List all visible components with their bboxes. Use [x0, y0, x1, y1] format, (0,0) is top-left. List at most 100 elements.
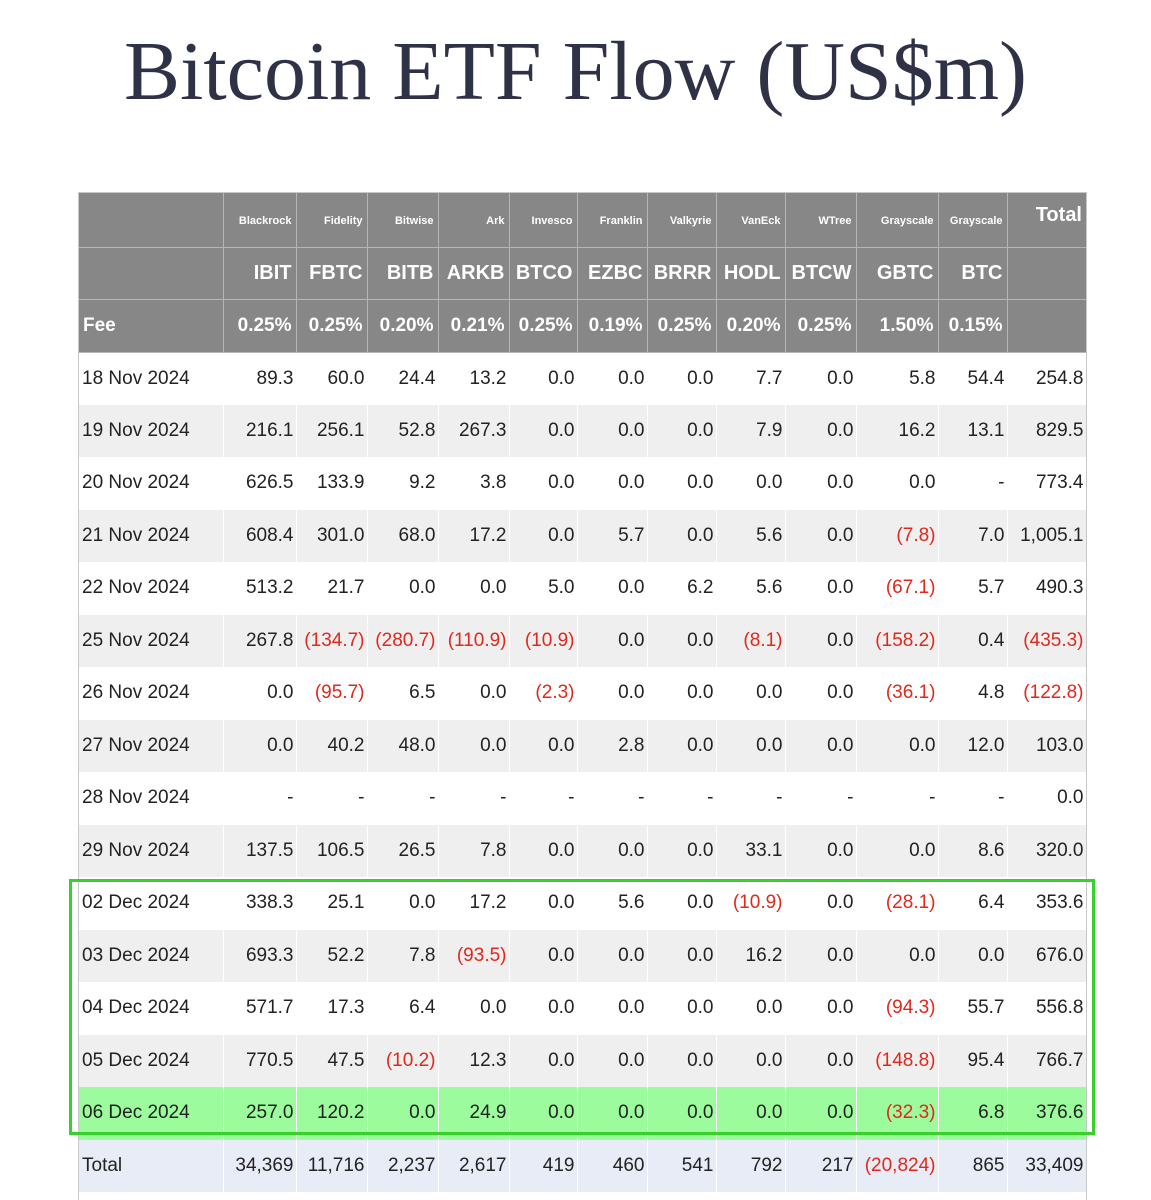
ticker-header-cell: ARKB	[438, 247, 510, 300]
table-row: 20 Nov 2024 626.5 133.9 9.2 3.8 0.0 0.0 0.0 0.0 0…	[79, 457, 1086, 510]
flow-value-cell: -	[367, 772, 439, 825]
flow-value-cell: 0.0	[647, 614, 717, 667]
fee-header-row: Fee 0.25% 0.25% 0.20% 0.21% 0.25% 0.19% 0.25% 0.…	[79, 299, 1086, 353]
flow-value-cell: 626.5	[223, 457, 297, 510]
flow-value-cell: 13.1	[938, 404, 1008, 457]
flow-value-cell: 16.2	[856, 404, 939, 457]
flow-value-cell: 17.2	[438, 877, 510, 930]
flow-value-cell: (7.8)	[856, 509, 939, 562]
flow-value-cell: -	[856, 772, 939, 825]
flow-value-cell: 6.8	[938, 1087, 1008, 1140]
flow-value-cell: 0.0	[577, 982, 648, 1035]
flow-value-cell: 0.0	[509, 457, 578, 510]
header-corner-cell	[79, 193, 224, 248]
flow-value-cell: 0.0	[785, 982, 857, 1035]
flow-value-cell: 0.0	[856, 719, 939, 772]
issuer-header-cell: Valkyrie	[647, 193, 717, 248]
flow-value-cell: 52.8	[367, 404, 439, 457]
flow-value-cell: 0.0	[785, 404, 857, 457]
ticker-header-cell: BITB	[367, 247, 439, 300]
flow-value-cell: 0.0	[785, 457, 857, 510]
flow-value-cell: 47.5	[296, 1034, 368, 1087]
flow-value-cell: (36.1)	[856, 667, 939, 720]
table-row: 06 Dec 2024 257.0 120.2 0.0 24.9 0.0 0.0 0.0 0.0…	[79, 1087, 1086, 1140]
ticker-header-row: IBIT FBTC BITB ARKB BTCO EZBC BRRR HODL BTCW GBTC…	[79, 247, 1086, 300]
flow-value-cell: 0.0	[577, 1087, 648, 1140]
flow-value-cell: 5.0	[509, 562, 578, 615]
flow-value-cell: 0.0	[438, 982, 510, 1035]
row-total-cell: 353.6	[1007, 877, 1086, 930]
flow-value-cell: 0.0	[716, 457, 786, 510]
row-total-cell: 0.0	[1007, 772, 1086, 825]
flow-value-cell: -	[223, 772, 297, 825]
flow-value-cell: 7.9	[716, 404, 786, 457]
total-value-cell: 33,409	[1007, 1139, 1086, 1192]
flow-value-cell: 267.8	[223, 614, 297, 667]
flow-value-cell: -	[296, 772, 368, 825]
total-value-cell: 865	[938, 1139, 1008, 1192]
flow-value-cell: 12.3	[438, 1034, 510, 1087]
flow-value-cell: (28.1)	[856, 877, 939, 930]
flow-value-cell: 0.0	[577, 352, 648, 405]
date-cell: 03 Dec 2024	[79, 929, 224, 982]
flow-value-cell: 0.0	[856, 929, 939, 982]
flow-value-cell: 0.0	[367, 1087, 439, 1140]
ticker-header-cell: EZBC	[577, 247, 648, 300]
date-cell: 04 Dec 2024	[79, 982, 224, 1035]
flow-value-cell: 338.3	[223, 877, 297, 930]
flow-value-cell: 0.0	[577, 929, 648, 982]
row-total-cell: (122.8)	[1007, 667, 1086, 720]
issuer-header-cell: Blackrock	[223, 193, 297, 248]
flow-value-cell: 25.1	[296, 877, 368, 930]
row-total-cell: 556.8	[1007, 982, 1086, 1035]
flow-value-cell: -	[509, 772, 578, 825]
flow-value-cell: 13.2	[438, 352, 510, 405]
date-cell: 20 Nov 2024	[79, 457, 224, 510]
flow-value-cell: 0.0	[785, 824, 857, 877]
flow-value-cell: -	[438, 772, 510, 825]
flow-value-cell: 0.0	[438, 562, 510, 615]
issuer-header-cell: Ark	[438, 193, 510, 248]
flow-value-cell: 24.4	[367, 352, 439, 405]
flow-value-cell: 0.0	[716, 982, 786, 1035]
flow-value-cell: 7.8	[438, 824, 510, 877]
flow-value-cell: 0.0	[785, 509, 857, 562]
flow-value-cell: -	[716, 772, 786, 825]
flow-value-cell: 0.0	[647, 719, 717, 772]
flow-value-cell: 0.0	[647, 1034, 717, 1087]
flow-value-cell: 0.0	[438, 667, 510, 720]
fee-header-cell: 1.50%	[856, 299, 939, 353]
row-total-cell: 766.7	[1007, 1034, 1086, 1087]
total-value-cell: 34,369	[223, 1139, 297, 1192]
flow-value-cell: 693.3	[223, 929, 297, 982]
flow-value-cell: -	[647, 772, 717, 825]
flow-value-cell: 2.8	[577, 719, 648, 772]
date-cell: 19 Nov 2024	[79, 404, 224, 457]
flow-value-cell: 7.0	[938, 509, 1008, 562]
flow-value-cell: 0.0	[509, 824, 578, 877]
flow-value-cell: 8.6	[938, 824, 1008, 877]
row-total-cell: 490.3	[1007, 562, 1086, 615]
flow-value-cell: 0.0	[647, 929, 717, 982]
flow-value-cell: (10.9)	[509, 614, 578, 667]
table-row: 29 Nov 2024 137.5 106.5 26.5 7.8 0.0 0.0 0.0 33.…	[79, 824, 1086, 877]
flow-value-cell: 0.0	[509, 1034, 578, 1087]
row-total-cell: 254.8	[1007, 352, 1086, 405]
flow-value-cell: 68.0	[367, 509, 439, 562]
flow-value-cell: (95.7)	[296, 667, 368, 720]
ticker-header-cell: FBTC	[296, 247, 368, 300]
flow-value-cell: 0.0	[716, 1087, 786, 1140]
flow-value-cell: 301.0	[296, 509, 368, 562]
flow-value-cell: 256.1	[296, 404, 368, 457]
flow-value-cell: 770.5	[223, 1034, 297, 1087]
table-row: 02 Dec 2024 338.3 25.1 0.0 17.2 0.0 5.6 0.0 (10.…	[79, 877, 1086, 930]
table-row: 03 Dec 2024 693.3 52.2 7.8 (93.5) 0.0 0.0 0.0 16…	[79, 929, 1086, 982]
flow-value-cell: 0.0	[785, 719, 857, 772]
total-value-cell: 11,716	[296, 1139, 368, 1192]
flow-value-cell: 0.0	[785, 877, 857, 930]
total-value-cell: (20,824)	[856, 1139, 939, 1192]
flow-value-cell: (10.9)	[716, 877, 786, 930]
flow-value-cell: 0.0	[785, 1034, 857, 1087]
flow-value-cell: 54.4	[938, 352, 1008, 405]
fee-label-cell: Fee	[79, 299, 224, 353]
